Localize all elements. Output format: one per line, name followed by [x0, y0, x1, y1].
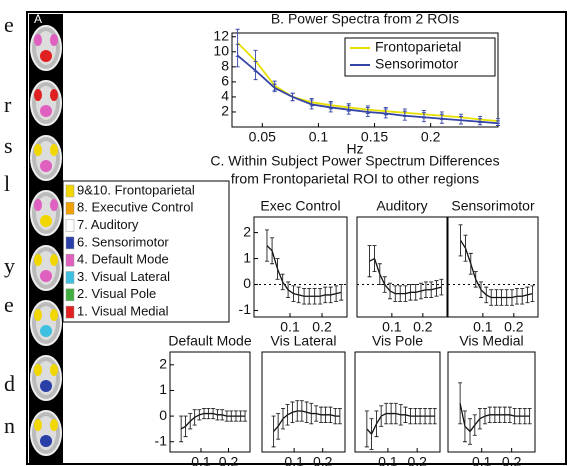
- legend-label: 9&10. Frontoparietal: [77, 182, 195, 197]
- y-tick-label: 10: [213, 43, 229, 59]
- x-tick-label: 0.1: [472, 454, 492, 466]
- x-tick-label: 0.2: [219, 454, 239, 466]
- page: {"margin_text": ["e", "r", "s", "l", "y"…: [0, 0, 569, 466]
- legend-swatch: [66, 185, 74, 197]
- activation: [34, 419, 42, 431]
- activation: [34, 309, 42, 321]
- activation: [50, 309, 58, 321]
- margin-text: n: [4, 413, 15, 438]
- y-tick-label: 2: [159, 356, 167, 372]
- y-tick-label: 4: [221, 88, 229, 104]
- y-tick-label: 1: [243, 249, 251, 265]
- activation: [34, 144, 42, 156]
- activation: [50, 419, 58, 431]
- legend-label: 6. Sensorimotor: [77, 234, 169, 249]
- plot-frame: [254, 217, 347, 317]
- activation: [34, 34, 42, 46]
- legend-label: 8. Executive Control: [77, 200, 193, 215]
- activation: [34, 89, 42, 101]
- margin-text: y: [4, 253, 15, 278]
- y-tick-label: -1: [239, 301, 252, 317]
- legend-swatch: [66, 202, 74, 214]
- activation: [40, 325, 52, 337]
- plot-frame: [355, 352, 440, 452]
- x-axis-label: Hz: [346, 141, 363, 157]
- activation: [34, 199, 42, 211]
- chart-title: Vis Pole: [372, 333, 423, 349]
- activation: [40, 435, 52, 447]
- y-tick-label: 0: [159, 407, 167, 423]
- x-tick-label: 0.2: [502, 454, 522, 466]
- legend-swatch: [66, 254, 74, 266]
- plot-frame: [357, 217, 447, 317]
- activation: [50, 364, 58, 376]
- plot-frame: [170, 352, 250, 452]
- activation: [50, 144, 58, 156]
- activation: [34, 364, 42, 376]
- legend-label: 2. Visual Pole: [77, 286, 156, 301]
- legend-label: 7. Auditory: [77, 217, 139, 232]
- activation: [50, 254, 58, 266]
- legend-label: 1. Visual Medial: [77, 304, 169, 319]
- figure: A C. Within Subject Power Spectrum Diffe…: [0, 0, 569, 466]
- margin-text: d: [4, 371, 15, 396]
- y-tick-label: -1: [155, 432, 168, 448]
- x-tick-label: 0.1: [191, 454, 211, 466]
- chart-title: B. Power Spectra from 2 ROIs: [271, 11, 459, 27]
- activation: [40, 270, 52, 282]
- activation: [50, 199, 58, 211]
- chart-title: Vis Medial: [459, 333, 523, 349]
- x-tick-label: 0.1: [378, 454, 398, 466]
- legend-swatch: [66, 306, 74, 318]
- x-tick-label: 0.2: [421, 129, 441, 145]
- plot-frame: [448, 352, 535, 452]
- margin-text: l: [4, 171, 10, 196]
- x-tick-label: 0.2: [407, 454, 427, 466]
- legend-label: 4. Default Mode: [77, 252, 169, 267]
- legend-label: 3. Visual Lateral: [77, 269, 170, 284]
- x-tick-label: 0.1: [284, 454, 304, 466]
- y-tick-label: 6: [221, 73, 229, 89]
- activation: [40, 215, 52, 227]
- legend-swatch: [66, 220, 74, 232]
- chart-title: Vis Lateral: [271, 333, 337, 349]
- panel-title: from Frontoparietal ROI to other regions: [231, 171, 479, 187]
- margin-text: e: [4, 12, 14, 37]
- chart-title: Auditory: [376, 198, 427, 214]
- activation: [50, 89, 58, 101]
- legend-swatch: [66, 237, 74, 249]
- activation: [40, 160, 52, 172]
- legend-swatch: [66, 289, 74, 301]
- activation: [40, 105, 52, 117]
- activation: [50, 34, 58, 46]
- margin-text: e: [4, 292, 14, 317]
- chart-title: Exec Control: [260, 198, 340, 214]
- y-tick-label: 1: [159, 381, 167, 397]
- chart-title: Default Mode: [168, 333, 251, 349]
- x-tick-label: 0.05: [249, 129, 276, 145]
- x-tick-label: 0.2: [313, 454, 333, 466]
- x-tick-label: 0.15: [361, 129, 388, 145]
- margin-text: s: [4, 133, 13, 158]
- activation: [40, 50, 52, 62]
- x-tick-label: 0.1: [309, 129, 329, 145]
- legend-label: Sensorimotor: [375, 56, 459, 72]
- activation: [34, 254, 42, 266]
- y-tick-label: 0: [243, 275, 251, 291]
- y-tick-label: 2: [243, 223, 251, 239]
- plot-frame: [262, 352, 345, 452]
- legend-label: Frontoparietal: [375, 39, 461, 55]
- panel-label: A: [34, 12, 42, 26]
- legend-swatch: [66, 272, 74, 284]
- chart-title: Sensorimotor: [451, 198, 535, 214]
- y-tick-label: 2: [221, 103, 229, 119]
- y-tick-label: 8: [221, 58, 229, 74]
- margin-text: r: [4, 92, 12, 117]
- activation: [40, 380, 52, 392]
- y-tick-label: 12: [213, 27, 229, 43]
- plot-frame: [448, 217, 538, 317]
